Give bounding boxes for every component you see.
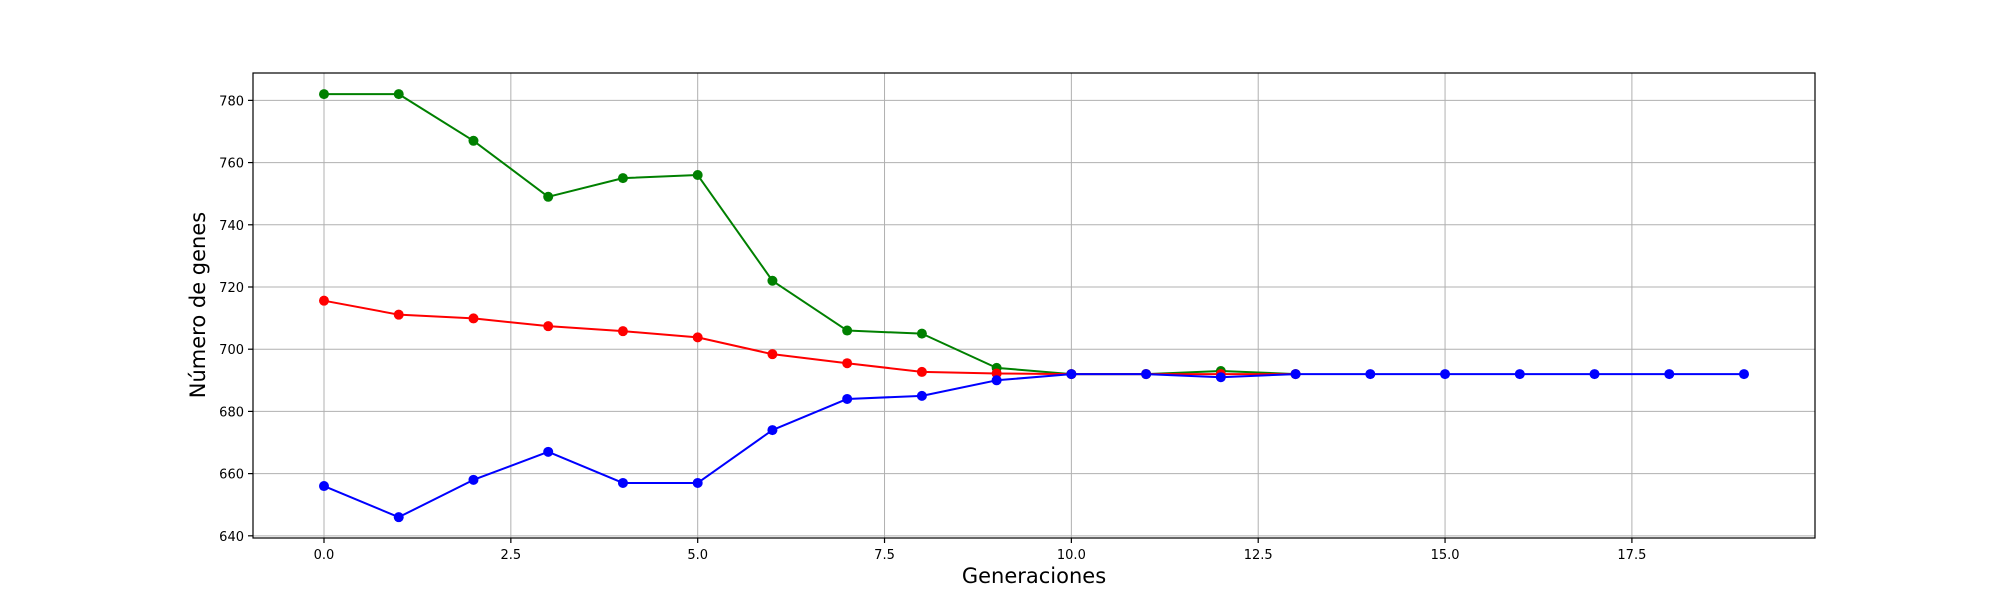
- data-point: [991, 368, 1002, 379]
- data-point: [1290, 369, 1301, 380]
- data-point: [393, 309, 404, 320]
- data-point: [1589, 369, 1600, 380]
- x-tick-label: 10.0: [1057, 548, 1086, 563]
- data-point: [468, 313, 479, 324]
- data-point: [468, 474, 479, 485]
- data-point: [842, 358, 853, 369]
- data-point: [543, 191, 554, 202]
- series-line: [323, 299, 1296, 376]
- data-point: [543, 446, 554, 457]
- data-point: [842, 393, 853, 404]
- grid-lines: [253, 73, 1815, 538]
- series-lines: [319, 89, 1749, 523]
- data-point: [1365, 369, 1376, 380]
- x-tick-label: 17.5: [1617, 548, 1646, 563]
- data-point: [617, 477, 628, 488]
- plot-area-frame: [252, 72, 1816, 539]
- y-tick-label: 740: [219, 219, 244, 234]
- data-point: [393, 512, 404, 523]
- y-tick-label: 640: [219, 530, 244, 545]
- data-point: [319, 89, 329, 100]
- data-point: [1440, 369, 1451, 380]
- series-1: [319, 89, 1301, 380]
- data-point: [1739, 369, 1749, 380]
- data-point: [1514, 369, 1525, 380]
- data-point: [543, 321, 554, 332]
- y-tick-label: 700: [219, 343, 244, 358]
- y-tick-label: 780: [219, 94, 244, 109]
- data-point: [916, 366, 927, 377]
- data-point: [692, 332, 703, 343]
- y-tick-label: 760: [219, 157, 244, 172]
- x-tick-label: 5.0: [687, 548, 708, 563]
- data-point: [319, 481, 329, 492]
- data-point: [842, 325, 853, 336]
- data-point: [393, 89, 404, 100]
- data-point: [1066, 369, 1077, 380]
- y-tick-label: 660: [219, 468, 244, 483]
- data-point: [1215, 372, 1226, 383]
- x-axis-title: Generaciones: [962, 564, 1106, 588]
- x-tick-label: 0.0: [314, 548, 335, 563]
- data-point: [617, 173, 628, 184]
- data-point: [468, 135, 479, 146]
- data-point: [991, 375, 1002, 386]
- series-3: [319, 369, 1749, 523]
- data-point: [1664, 369, 1675, 380]
- series-line: [324, 93, 1296, 376]
- axis-ticks: 0.0 2.5 5.0 7.5 10.0 12.5 15.0 17.5 640 660 680 700…: [219, 94, 1646, 563]
- x-tick-label: 12.5: [1244, 548, 1273, 563]
- data-point: [617, 326, 628, 337]
- data-point: [916, 390, 927, 401]
- series-2: [319, 295, 1301, 380]
- data-point: [916, 328, 927, 339]
- data-point: [692, 477, 703, 488]
- x-tick-label: 7.5: [874, 548, 895, 563]
- data-point: [767, 275, 778, 286]
- x-tick-label: 15.0: [1431, 548, 1460, 563]
- data-point: [692, 170, 703, 181]
- data-point: [767, 349, 778, 360]
- y-axis-title: Número de genes: [186, 212, 210, 398]
- data-point: [319, 295, 329, 306]
- y-tick-label: 680: [219, 405, 244, 420]
- data-point: [1141, 369, 1152, 380]
- data-point: [767, 425, 778, 436]
- series-line: [323, 373, 1744, 519]
- y-tick-label: 720: [219, 281, 244, 296]
- x-tick-label: 2.5: [500, 548, 521, 563]
